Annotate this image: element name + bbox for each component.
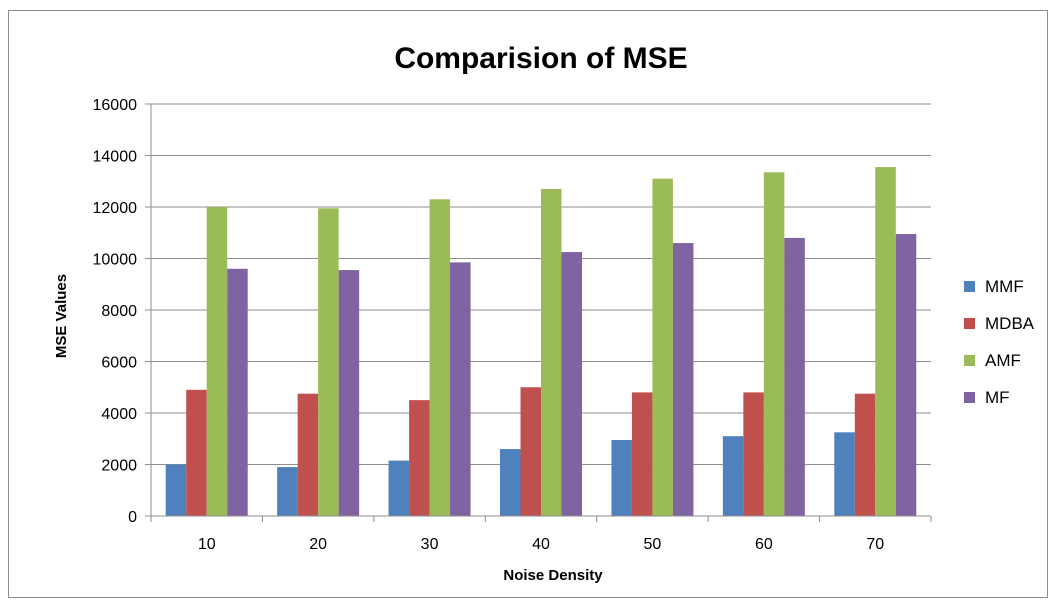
x-tick-label: 10: [198, 536, 216, 553]
bar-mdba-30: [409, 400, 430, 516]
bar-amf-40: [541, 188, 562, 516]
x-tick-label: 60: [755, 536, 773, 553]
bar-mf-10: [227, 268, 248, 516]
axes: [145, 103, 932, 522]
bar-amf-20: [318, 208, 339, 516]
legend-label-mdba: MDBA: [985, 314, 1035, 333]
y-tick-label: 6000: [101, 355, 137, 372]
bar-mmf-60: [722, 436, 744, 516]
legend-label-mf: MF: [985, 388, 1010, 407]
bar-mf-50: [672, 243, 694, 517]
y-tick-label: 14000: [93, 149, 138, 166]
legend-swatch-amf: [964, 355, 975, 366]
bar-mmf-20: [277, 467, 298, 516]
y-tick-label: 8000: [101, 303, 137, 320]
bar-mmf-50: [611, 440, 632, 516]
chart-title: Comparision of MSE: [394, 42, 687, 75]
x-tick-label: 70: [866, 536, 884, 553]
bar-mdba-40: [520, 387, 541, 516]
y-tick-label: 16000: [93, 97, 138, 114]
bar-mdba-70: [854, 393, 876, 516]
x-tick-labels: 10 20 30 40 50 60 70: [198, 536, 884, 553]
bar-mdba-10: [186, 389, 207, 516]
bar-mdba-50: [631, 392, 653, 516]
bar-mf-40: [561, 252, 582, 516]
bar-mf-20: [338, 270, 360, 516]
chart: Comparision of MSE 0 2000 4000 6000 8000 1000…: [53, 42, 1035, 584]
bar-mf-60: [784, 237, 805, 516]
legend-swatch-mdba: [964, 318, 975, 329]
bar-amf-30: [429, 199, 451, 516]
x-axis-label: Noise Density: [503, 567, 603, 584]
y-axis-label: MSE Values: [53, 274, 70, 358]
y-tick-label: 12000: [93, 200, 138, 217]
x-tick-label: 20: [309, 536, 327, 553]
bar-mf-30: [450, 262, 471, 516]
y-tick-label: 0: [128, 509, 137, 526]
y-tick-labels: 0 2000 4000 6000 8000 10000 12000 14000 16000: [93, 97, 138, 526]
bars: [165, 167, 917, 517]
chart-frame: Comparision of MSE 0 2000 4000 6000 8000 1000…: [8, 10, 1048, 598]
bar-amf-60: [763, 172, 785, 517]
bar-amf-70: [875, 167, 896, 516]
x-tick-label: 50: [644, 536, 662, 553]
legend-label-amf: AMF: [985, 351, 1021, 370]
y-tick-label: 2000: [101, 458, 137, 475]
bar-amf-10: [206, 207, 228, 516]
bar-mmf-70: [834, 432, 855, 516]
legend-swatch-mmf: [964, 281, 975, 292]
legend-label-mmf: MMF: [985, 277, 1024, 296]
x-tick-label: 30: [421, 536, 439, 553]
x-tick-label: 40: [532, 536, 550, 553]
bar-mdba-20: [297, 393, 319, 516]
bar-amf-50: [652, 178, 673, 517]
y-tick-label: 4000: [101, 406, 137, 423]
bar-mmf-40: [500, 449, 521, 516]
bar-mdba-60: [743, 392, 764, 516]
legend-swatch-mf: [964, 392, 975, 403]
bar-mmf-30: [388, 460, 410, 516]
bar-mf-70: [895, 234, 917, 516]
bar-mmf-10: [165, 464, 187, 516]
legend: MMF MDBA AMF MF: [964, 277, 1035, 407]
y-tick-label: 10000: [93, 252, 138, 269]
